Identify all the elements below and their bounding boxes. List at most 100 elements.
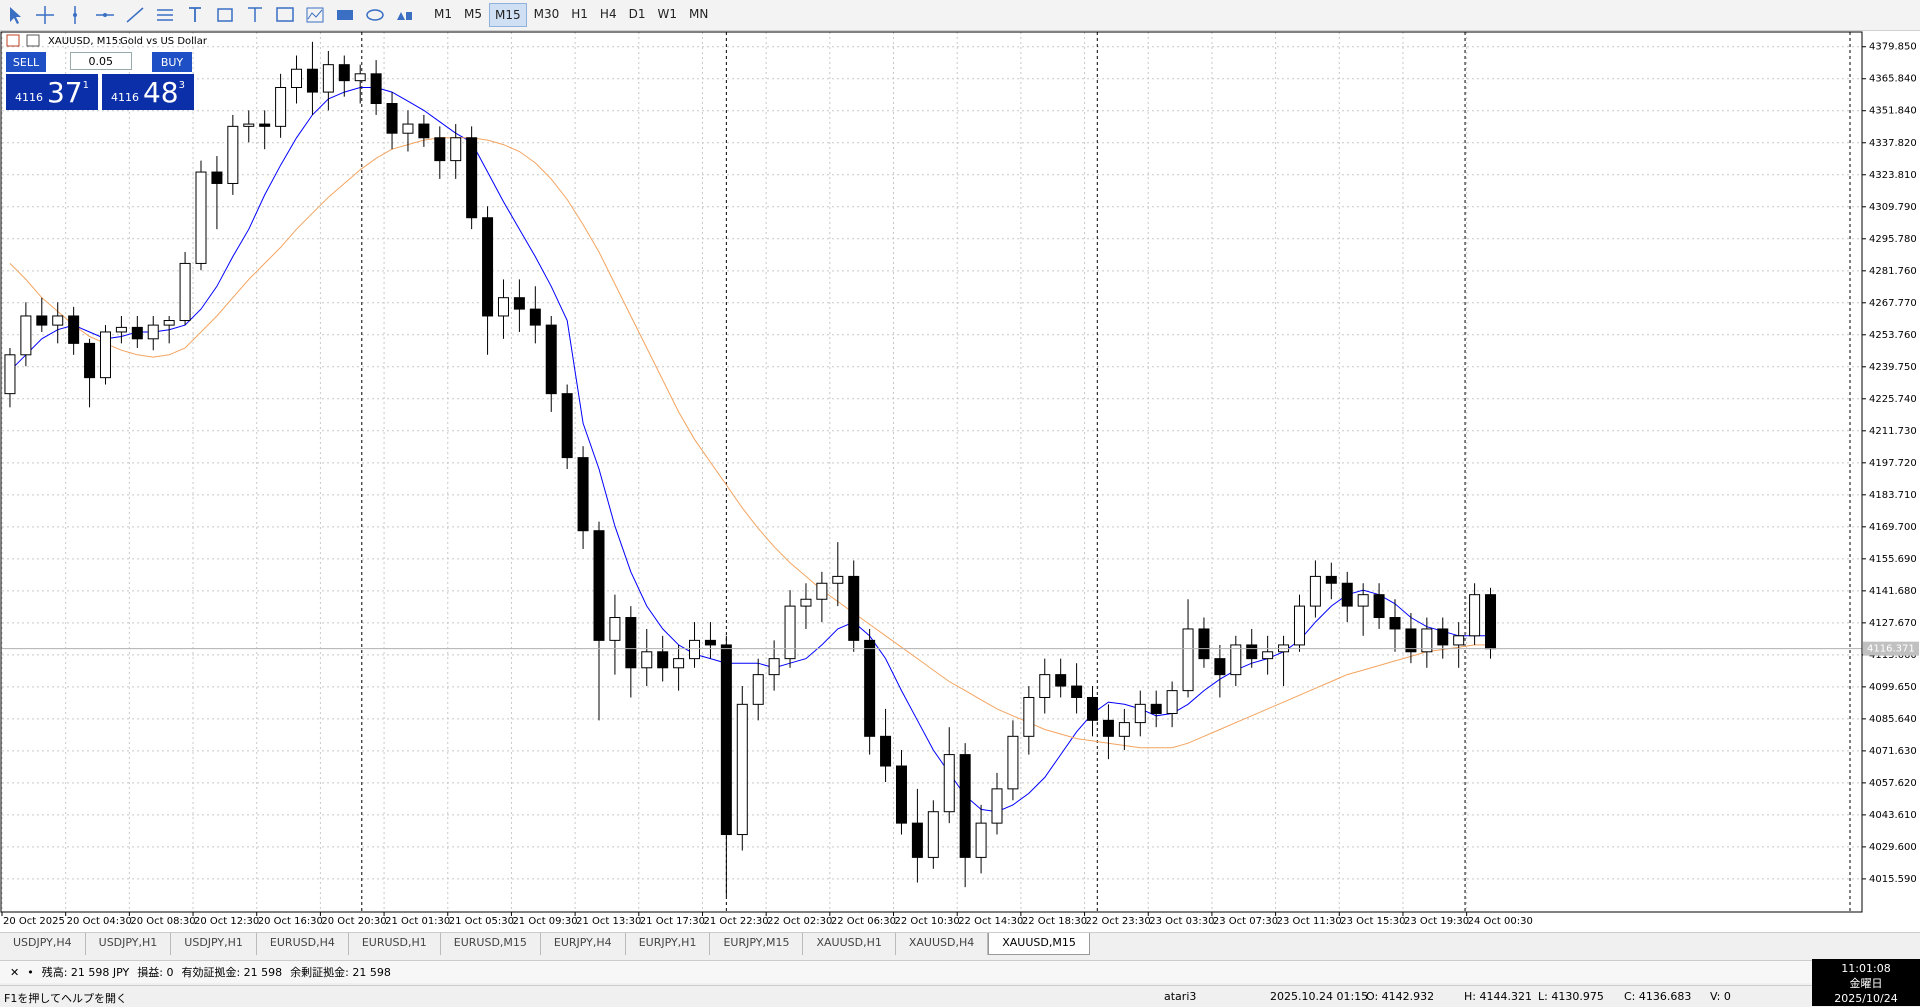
- lot-input[interactable]: 0.05: [70, 52, 132, 70]
- x-tick-label: 23 Oct 07:30: [1213, 916, 1278, 927]
- y-tick-label: 4253.760: [1869, 330, 1917, 341]
- candle-body: [418, 123, 430, 139]
- candle-body: [848, 575, 860, 641]
- timeframe-button[interactable]: H4: [599, 7, 617, 21]
- candle-body: [800, 598, 812, 607]
- buy-price[interactable]: 4116 48 3: [102, 74, 194, 110]
- y-tick-label: 4169.700: [1869, 522, 1917, 533]
- bid-label: 4116.371: [1867, 644, 1915, 655]
- chart-tab[interactable]: EURUSD,H4: [257, 933, 349, 955]
- y-tick-label: 4155.690: [1869, 554, 1917, 565]
- close-icon[interactable]: ✕: [10, 965, 20, 979]
- x-tick-label: 23 Oct 19:30: [1404, 916, 1469, 927]
- x-tick-label: 24 Oct 00:30: [1468, 916, 1533, 927]
- candle-body: [864, 639, 876, 737]
- bar-open: O: 4142.932: [1366, 990, 1435, 1003]
- chart-tab[interactable]: EURUSD,M15: [441, 933, 541, 955]
- candle-body: [1230, 644, 1242, 676]
- y-tick-label: 4085.640: [1869, 714, 1917, 725]
- chart-tab[interactable]: EURJPY,H4: [541, 933, 626, 955]
- x-tick-label: 23 Oct 15:30: [1340, 916, 1405, 927]
- candle-body: [466, 137, 478, 219]
- window-icon[interactable]: [272, 2, 298, 28]
- chart-tab[interactable]: EURJPY,H1: [626, 933, 711, 955]
- shapes-menu-icon[interactable]: [392, 2, 418, 28]
- candle-body: [1421, 628, 1433, 653]
- x-tick-label: 21 Oct 17:30: [640, 916, 705, 927]
- candle-body: [68, 315, 80, 344]
- price-prefix: 4116: [110, 90, 139, 104]
- sell-button[interactable]: SELL: [6, 52, 46, 72]
- chart-tabs: USDJPY,H4 USDJPY,H1 USDJPY,H1 EURUSD,H4 EURU…: [0, 932, 1920, 955]
- candle-body: [529, 308, 541, 326]
- x-tick-label: 21 Oct 13:30: [576, 916, 641, 927]
- timeframe-button[interactable]: M1: [434, 7, 452, 21]
- y-tick-label: 4379.850: [1869, 42, 1917, 53]
- ok-icon[interactable]: [332, 2, 358, 28]
- candle-body: [179, 262, 191, 322]
- timeframe-button[interactable]: M30: [533, 7, 560, 21]
- text-icon[interactable]: [182, 2, 208, 28]
- x-tick-label: 23 Oct 11:30: [1277, 916, 1342, 927]
- chart-tab[interactable]: EURJPY,M15: [710, 933, 804, 955]
- profile: atari3: [1164, 990, 1197, 1003]
- x-tick-label: 23 Oct 03:30: [1149, 916, 1214, 927]
- y-tick-label: 4267.770: [1869, 298, 1917, 309]
- chart-tab[interactable]: USDJPY,H1: [86, 933, 172, 955]
- candle-body: [20, 315, 32, 356]
- shape-icon[interactable]: [362, 2, 388, 28]
- candle-body: [673, 658, 685, 669]
- label-icon[interactable]: [242, 2, 268, 28]
- chart-tab[interactable]: USDJPY,H4: [0, 933, 86, 955]
- rect-icon[interactable]: [212, 2, 238, 28]
- chart-tab[interactable]: XAUUSD,H1: [803, 933, 896, 955]
- one-click-panel: SELL 0.05 BUY 4116 37 1 4116 48 3: [6, 52, 194, 110]
- y-tick-label: 4239.750: [1869, 362, 1917, 373]
- y-tick-label: 4099.650: [1869, 682, 1917, 693]
- candle-body: [609, 617, 621, 641]
- timeframe-button[interactable]: MN: [688, 7, 709, 21]
- candle-body: [561, 393, 573, 459]
- candle-body: [1150, 703, 1162, 714]
- y-tick-label: 4029.600: [1869, 842, 1917, 853]
- candle-body: [243, 123, 255, 127]
- timeframe-button[interactable]: H1: [571, 7, 588, 21]
- candle-body: [1134, 703, 1146, 724]
- candle-body: [1341, 582, 1353, 607]
- indicator-icon[interactable]: [302, 2, 328, 28]
- chart-tab[interactable]: XAUUSD,H4: [896, 933, 989, 955]
- candle-body: [784, 605, 796, 660]
- crosshair-icon[interactable]: [32, 2, 58, 28]
- chart-tab[interactable]: USDJPY,H1: [171, 933, 257, 955]
- candle-body: [1453, 635, 1465, 646]
- channel-icon[interactable]: [152, 2, 178, 28]
- candle-body: [1102, 719, 1114, 737]
- y-tick-label: 4141.680: [1869, 586, 1917, 597]
- moving-average: [9, 137, 1491, 749]
- candle-body: [4, 354, 16, 395]
- candle-body: [386, 103, 398, 134]
- candle-body: [354, 73, 366, 82]
- hline-icon[interactable]: [92, 2, 118, 28]
- timeframe-button[interactable]: M15: [489, 3, 527, 27]
- x-tick-label: 20 Oct 08:30: [130, 916, 195, 927]
- buy-button[interactable]: BUY: [152, 52, 192, 72]
- x-tick-label: 21 Oct 22:30: [703, 916, 768, 927]
- timeframe-button[interactable]: M5: [464, 7, 482, 21]
- candle-body: [1309, 575, 1321, 607]
- sell-price[interactable]: 4116 37 1: [6, 74, 98, 110]
- timeframe-button[interactable]: W1: [657, 7, 677, 21]
- x-tick-label: 22 Oct 06:30: [831, 916, 896, 927]
- cursor-icon[interactable]: [2, 2, 28, 28]
- chart-tab[interactable]: XAUUSD,M15: [988, 933, 1090, 955]
- trendline-icon[interactable]: [122, 2, 148, 28]
- candle-body: [720, 644, 732, 836]
- bar-close: C: 4136.683: [1624, 990, 1692, 1003]
- header-icon: [6, 34, 20, 47]
- vline-icon[interactable]: [62, 2, 88, 28]
- candle-body: [1389, 617, 1401, 630]
- candle-body: [832, 575, 844, 584]
- timeframe-button[interactable]: D1: [628, 7, 646, 21]
- y-tick-label: 4323.810: [1869, 170, 1917, 181]
- chart-tab[interactable]: EURUSD,H1: [349, 933, 441, 955]
